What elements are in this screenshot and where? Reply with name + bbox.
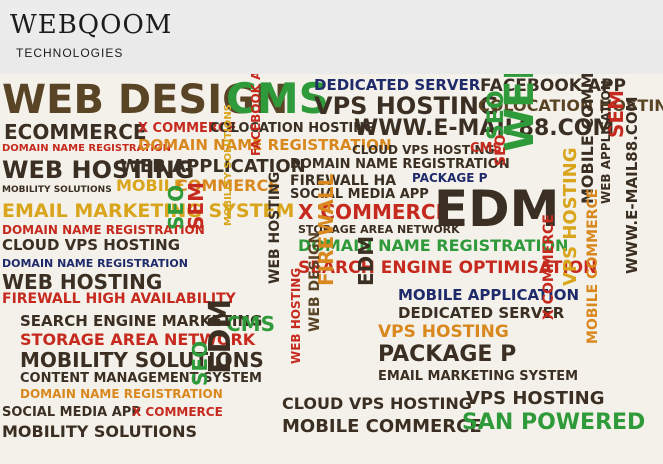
word-facebook-app-vertical: FACEBOOK APP <box>249 74 263 156</box>
word-x-commerce-bottom: X COMMERCE <box>132 405 223 419</box>
word-vps-hosting-bottom: VPS HOSTING <box>466 388 605 409</box>
word-commerce: COMMERCE <box>176 176 280 195</box>
word-sem-vertical-red: SEM <box>184 182 208 230</box>
company-logo: WEBQOOM TECHNOLOGIES <box>10 10 171 60</box>
word-edm-bottom-vertical: EDM <box>203 298 238 374</box>
word-web-application: WEB APPLICATION <box>120 156 306 177</box>
word-mobile-application: MOBILE APPLICATION <box>398 286 580 304</box>
word-x-commerce-vertical: X COMMERCE <box>541 214 557 320</box>
word-facebook-app: FACEBOOK APP <box>480 76 626 96</box>
word-social-media-app-vertical: SOCIAL MEDIA APP <box>0 177 3 306</box>
word-mobile-commerce-bottom: MOBILE COMMERCE <box>282 416 482 437</box>
word-mobility-solutions-vertical: MOBILITY SOLUTIONS <box>223 104 234 226</box>
word-colocation-hosting-top: COLOCATION HOSTING <box>478 96 663 115</box>
word-mobile: MOBILE <box>116 176 185 195</box>
word-vps-hosting-vertical: VPS HOSTING <box>560 147 581 287</box>
word-domain-name-registration-small: DOMAIN NAME REGISTRATION <box>2 143 171 154</box>
word-edm-vertical: EDM <box>354 235 378 286</box>
word-vps-hosting-orange: VPS HOSTING <box>378 322 509 342</box>
word-content-management-system: CONTENT MANAGEMENT SYSTEM <box>20 371 262 386</box>
word-edm-big: EDM <box>434 180 560 238</box>
word-mobile-commerce-vertical-orange: MOBILE COMMERCE <box>585 188 601 344</box>
word-san-powered: SAN POWERED <box>462 410 646 435</box>
word-x-commerce-big: X COMMERCE <box>298 200 450 224</box>
word-search-engine-marketing: SEARCH ENGINE MARKETING <box>20 312 263 330</box>
word-cloud-vps-hosting-mid: CLOUD VPS HOSTING <box>2 236 181 254</box>
word-web-application-vertical: WEB APPLICATION <box>599 80 613 204</box>
word-cloud-vps-hosting-bottom: CLOUD VPS HOSTING <box>282 394 472 413</box>
word-package-p: PACKAGE P <box>412 171 488 185</box>
word-search-engine-optimisation: SEARCH ENGINE OPTIMISATION <box>298 258 598 278</box>
word-web-design: WEB DESIGN <box>2 77 289 123</box>
word-domain-name-registration-dark: DOMAIN NAME REGISTRATION <box>290 157 510 172</box>
word-domain-name-registration-red: DOMAIN NAME REGISTRATION <box>2 223 205 237</box>
word-vps-hosting: VPS HOSTING <box>314 92 499 120</box>
word-dedicated-server-mid: DEDICATED SERVER <box>398 304 565 322</box>
word-web-hosting: WEB HOSTING <box>2 156 195 184</box>
word-domain-name-registration-green: DOMAIN NAME REGISTRATION <box>298 236 569 255</box>
word-mobile-commerce-vertical: MOBILE COMMERCE <box>578 74 597 204</box>
word-www-email88: WWW.E-MAIL88.COM <box>354 116 615 141</box>
word-www-email88-vertical: WWW.E-MAIL88.COM <box>623 96 641 274</box>
word-seo-vertical-green: SEO <box>164 184 188 230</box>
word-cms-small: CMS <box>470 141 502 156</box>
word-domain-name-registration-bottom: DOMAIN NAME REGISTRATION <box>20 387 223 401</box>
word-ecommerce: ECOMMERCE <box>4 120 147 144</box>
word-social-media-app: SOCIAL MEDIA APP <box>290 187 429 202</box>
word-web-hosting-vertical-red: WEB HOSTING <box>289 267 303 364</box>
logo-wordmark: WEBQOOM <box>10 10 173 40</box>
word-web-design-vertical: WEB DESIGN <box>307 231 323 332</box>
word-cms-mid: CMS <box>226 312 275 336</box>
word-domain-name-registration-orange: DOMAIN NAME REGISTRATION <box>138 136 392 154</box>
word-social-media-app-bottom: SOCIAL MEDIA APP <box>2 405 141 420</box>
word-mobility-solutions-big: MOBILITY SOLUTIONS <box>20 348 264 372</box>
word-cms: CMS <box>226 74 329 123</box>
word-package-p-big: PACKAGE P <box>378 342 517 367</box>
logo-subtitle: TECHNOLOGIES <box>16 46 124 60</box>
word-web-hosting-mid: WEB HOSTING <box>2 270 163 294</box>
word-email-marketing-system-small: EMAIL MARKETING SYSTEM <box>378 369 579 384</box>
word-seo-vertical-red: SEO <box>493 134 509 166</box>
word-web-hosting-vertical: WEB HOSTING <box>267 171 283 284</box>
word-storage-area-network-small: STORAGE AREA NETWORK <box>298 223 460 236</box>
word-mobility-solutions-tiny: MOBILITY SOLUTIONS <box>2 185 112 195</box>
word-storage-area-network: STORAGE AREA NETWORK <box>20 330 256 349</box>
word-email-marketing-system: EMAIL MARKETING SYSTEM <box>2 200 295 222</box>
word-firewall-ha: FIREWALL HA <box>290 173 397 189</box>
word-dedicated-server: DEDICATED SERVER <box>314 76 481 94</box>
word-firewall-high-availability: FIREWALL HIGH AVAILABILITY <box>2 291 236 307</box>
word-x-commerce: X COMMERCE <box>138 121 237 136</box>
word-domain-name-registration-navy: DOMAIN NAME REGISTRATION <box>2 257 188 270</box>
word-cloud-vps-hosting: CLOUD VPS HOSTING <box>352 143 495 157</box>
keyword-collage: WEB DESIGN CMS DEDICATED SERVER FACEBOOK… <box>0 74 663 464</box>
word-mobility-solutions-bottom: MOBILITY SOLUTIONS <box>2 422 198 441</box>
word-colocation-hosting: COLOCATION HOSTING <box>210 121 375 136</box>
